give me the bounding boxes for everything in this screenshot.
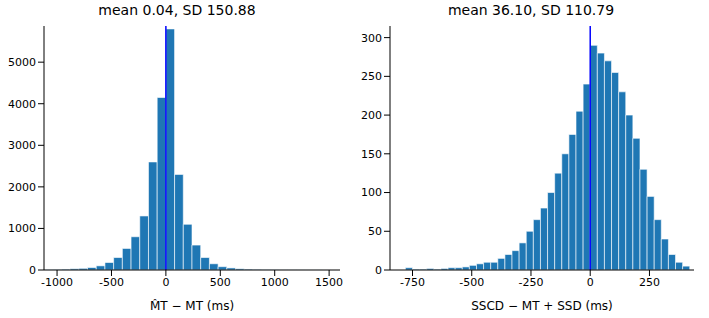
- svg-text:300: 300: [361, 32, 382, 45]
- svg-text:250: 250: [361, 70, 382, 83]
- svg-text:150: 150: [361, 148, 382, 161]
- svg-text:0: 0: [29, 264, 36, 277]
- svg-text:2000: 2000: [8, 181, 36, 194]
- svg-text:-250: -250: [518, 276, 543, 289]
- svg-text:250: 250: [639, 276, 660, 289]
- svg-text:50: 50: [368, 225, 382, 238]
- svg-text:0: 0: [375, 264, 382, 277]
- svg-text:0: 0: [162, 276, 169, 289]
- svg-text:0: 0: [587, 276, 594, 289]
- svg-text:-500: -500: [99, 276, 124, 289]
- svg-text:500: 500: [210, 276, 231, 289]
- svg-text:4000: 4000: [8, 98, 36, 111]
- svg-text:3000: 3000: [8, 139, 36, 152]
- svg-text:-500: -500: [459, 276, 484, 289]
- svg-text:1500: 1500: [315, 276, 343, 289]
- svg-text:200: 200: [361, 109, 382, 122]
- svg-text:SSCD − MT + SSD (ms): SSCD − MT + SSD (ms): [471, 299, 613, 313]
- svg-text:5000: 5000: [8, 56, 36, 69]
- svg-text:-750: -750: [400, 276, 425, 289]
- svg-text:1000: 1000: [8, 222, 36, 235]
- html-text:mean 0.04, SD 150.88: mean 0.04, SD 150.88: [98, 2, 256, 18]
- html-text:mean 36.10, SD 110.79: mean 36.10, SD 110.79: [447, 2, 615, 18]
- svg-text:-1000: -1000: [41, 276, 73, 289]
- svg-text:100: 100: [361, 186, 382, 199]
- svg-text:M̂T − MT (ms): M̂T − MT (ms): [150, 299, 234, 313]
- svg-text:1000: 1000: [261, 276, 289, 289]
